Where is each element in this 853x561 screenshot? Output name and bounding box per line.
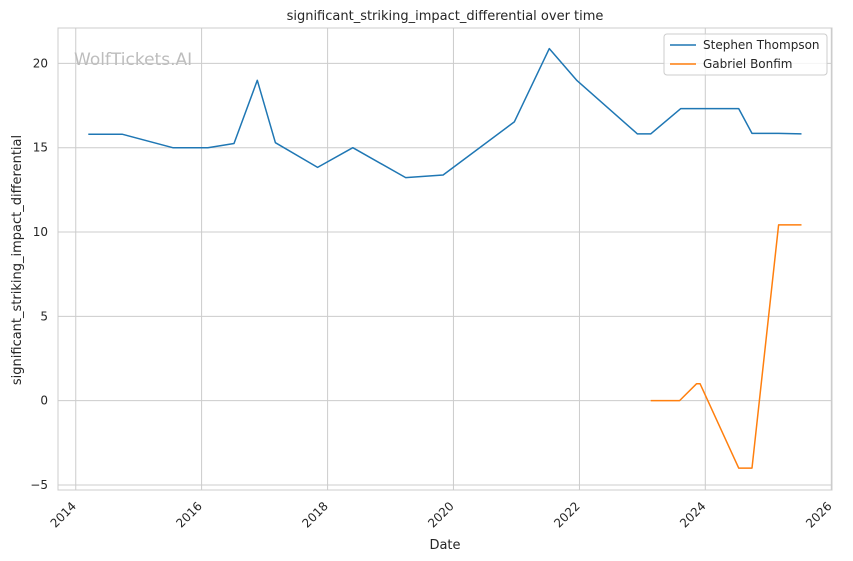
x-axis-label: Date [429,538,460,553]
legend-label-stephen-thompson: Stephen Thompson [703,38,820,52]
x-tick-label: 2018 [299,499,330,530]
y-axis-label: significant_striking_impact_differential [10,135,25,385]
y-tick-label: 20 [33,56,48,70]
legend: Stephen Thompson Gabriel Bonfim [663,33,828,76]
y-tick-label: −5 [30,478,48,492]
legend-box [663,33,828,76]
y-tick-label: 5 [40,309,48,323]
x-tick-label: 2024 [677,499,708,530]
x-tick-label: 2020 [425,499,456,530]
x-tick-label: 2022 [551,499,582,530]
series-line-stephen-thompson [88,47,802,179]
legend-label-gabriel-bonfim: Gabriel Bonfim [703,57,793,71]
plot-area [57,27,833,491]
x-tick-label: 2026 [803,499,834,530]
watermark: WolfTickets.AI [74,50,192,70]
y-tick-labels: 20 15 10 5 0 −5 [30,56,48,492]
grid-lines [58,28,832,490]
x-tick-label: 2016 [173,499,204,530]
series-lines [88,47,802,469]
x-tick-labels: 2014 2016 2018 2020 2022 2024 2026 [48,499,835,530]
y-tick-label: 15 [33,141,48,155]
y-tick-label: 10 [33,225,48,239]
chart-title: significant_striking_impact_differential… [287,9,604,24]
series-line-gabriel-bonfim [650,224,802,469]
x-tick-label: 2014 [48,499,79,530]
y-tick-label: 0 [40,394,48,408]
